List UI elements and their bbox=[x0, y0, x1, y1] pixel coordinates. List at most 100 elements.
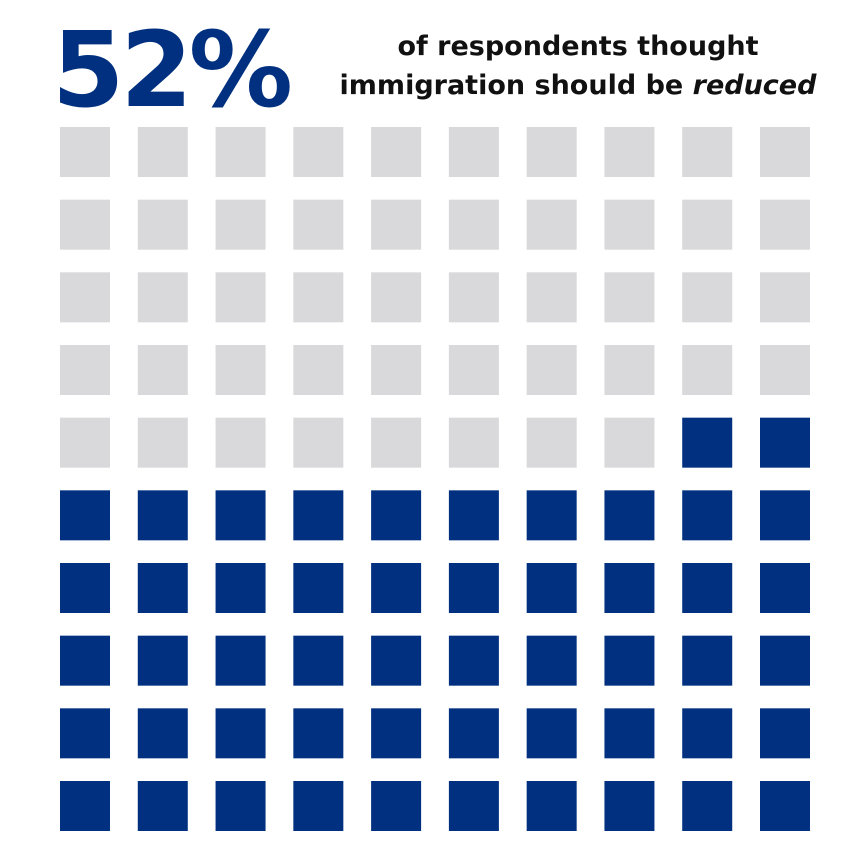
empty-cell bbox=[215, 199, 266, 250]
filled-cell bbox=[215, 635, 266, 686]
empty-cell bbox=[215, 345, 266, 395]
filled-cell bbox=[60, 635, 110, 686]
filled-cell bbox=[682, 708, 733, 759]
empty-cell bbox=[293, 199, 344, 250]
empty-cell bbox=[137, 127, 188, 177]
empty-cell bbox=[60, 417, 110, 468]
filled-cell bbox=[760, 708, 810, 759]
subtitle-line: immigration should be bbox=[340, 70, 684, 101]
empty-cell bbox=[604, 127, 655, 177]
filled-cell bbox=[60, 563, 110, 613]
filled-cell bbox=[760, 635, 810, 686]
empty-cell bbox=[448, 417, 499, 468]
empty-cell bbox=[682, 272, 733, 323]
filled-cell bbox=[604, 708, 655, 759]
subtitle-emphasis: reduced bbox=[693, 70, 817, 101]
empty-cell bbox=[604, 417, 655, 468]
empty-cell bbox=[215, 417, 266, 468]
filled-cell bbox=[604, 635, 655, 686]
empty-cell bbox=[293, 127, 344, 177]
filled-cell bbox=[526, 563, 577, 613]
empty-cell bbox=[448, 127, 499, 177]
empty-cell bbox=[60, 127, 110, 177]
filled-cell bbox=[682, 781, 733, 831]
empty-cell bbox=[682, 127, 733, 177]
empty-cell bbox=[448, 199, 499, 250]
filled-cell bbox=[293, 781, 344, 831]
empty-cell bbox=[60, 199, 110, 250]
filled-cell bbox=[371, 490, 422, 541]
filled-cell bbox=[215, 563, 266, 613]
empty-cell bbox=[682, 199, 733, 250]
filled-cell bbox=[526, 635, 577, 686]
filled-cell bbox=[448, 490, 499, 541]
empty-cell bbox=[526, 272, 577, 323]
filled-cell bbox=[293, 635, 344, 686]
filled-cell bbox=[60, 708, 110, 759]
filled-cell bbox=[215, 708, 266, 759]
filled-cell bbox=[682, 490, 733, 541]
filled-cell bbox=[682, 417, 733, 468]
filled-cell bbox=[448, 781, 499, 831]
filled-cell bbox=[60, 490, 110, 541]
filled-cell bbox=[371, 635, 422, 686]
filled-cell bbox=[682, 635, 733, 686]
filled-cell bbox=[137, 708, 188, 759]
filled-cell bbox=[371, 781, 422, 831]
empty-cell bbox=[760, 199, 810, 250]
filled-cell bbox=[293, 490, 344, 541]
empty-cell bbox=[371, 345, 422, 395]
filled-cell bbox=[526, 708, 577, 759]
empty-cell bbox=[371, 127, 422, 177]
empty-cell bbox=[293, 272, 344, 323]
filled-cell bbox=[215, 490, 266, 541]
empty-cell bbox=[137, 345, 188, 395]
empty-cell bbox=[682, 345, 733, 395]
empty-cell bbox=[526, 199, 577, 250]
empty-cell bbox=[760, 272, 810, 323]
empty-cell bbox=[604, 345, 655, 395]
empty-cell bbox=[60, 272, 110, 323]
filled-cell bbox=[293, 563, 344, 613]
filled-cell bbox=[293, 708, 344, 759]
filled-cell bbox=[760, 563, 810, 613]
empty-cell bbox=[760, 127, 810, 177]
empty-cell bbox=[371, 272, 422, 323]
empty-cell bbox=[215, 127, 266, 177]
empty-cell bbox=[137, 272, 188, 323]
empty-cell bbox=[604, 272, 655, 323]
empty-cell bbox=[60, 345, 110, 395]
filled-cell bbox=[604, 490, 655, 541]
filled-cell bbox=[604, 781, 655, 831]
empty-cell bbox=[760, 345, 810, 395]
filled-cell bbox=[604, 563, 655, 613]
filled-cell bbox=[137, 635, 188, 686]
empty-cell bbox=[215, 272, 266, 323]
empty-cell bbox=[371, 417, 422, 468]
filled-cell bbox=[448, 563, 499, 613]
subtitle-line: immigration should be reduced bbox=[340, 70, 818, 101]
empty-cell bbox=[293, 345, 344, 395]
subtitle-line: of respondents thought bbox=[397, 31, 758, 62]
empty-cell bbox=[448, 272, 499, 323]
filled-cell bbox=[137, 781, 188, 831]
empty-cell bbox=[526, 345, 577, 395]
filled-cell bbox=[448, 635, 499, 686]
headline-value: 52% bbox=[52, 9, 290, 131]
empty-cell bbox=[526, 127, 577, 177]
empty-cell bbox=[293, 417, 344, 468]
filled-cell bbox=[760, 781, 810, 831]
filled-cell bbox=[215, 781, 266, 831]
filled-cell bbox=[760, 417, 810, 468]
empty-cell bbox=[137, 199, 188, 250]
filled-cell bbox=[60, 781, 110, 831]
filled-cell bbox=[682, 563, 733, 613]
filled-cell bbox=[137, 563, 188, 613]
empty-cell bbox=[137, 417, 188, 468]
filled-cell bbox=[371, 708, 422, 759]
empty-cell bbox=[526, 417, 577, 468]
filled-cell bbox=[371, 563, 422, 613]
filled-cell bbox=[137, 490, 188, 541]
